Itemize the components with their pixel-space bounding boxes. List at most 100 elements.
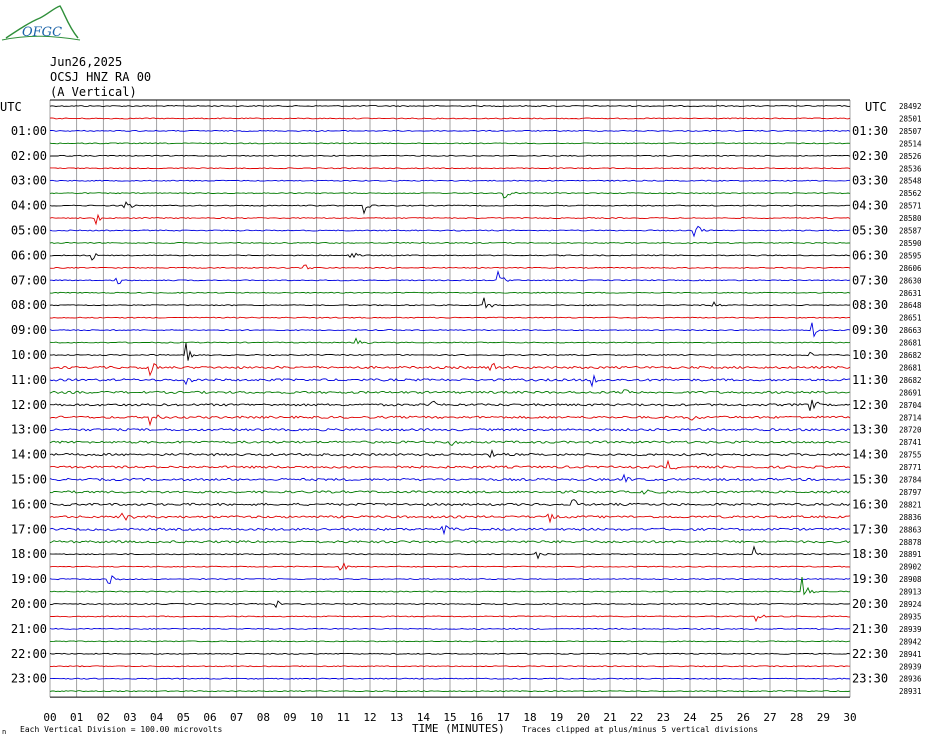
- left-hour-label: 17:00: [11, 522, 47, 536]
- trace-line: [49, 201, 850, 215]
- left-hour-label: 03:00: [11, 174, 47, 188]
- left-hour-label: 22:00: [11, 647, 47, 661]
- trace-line: [49, 577, 851, 596]
- rms-value: 28942: [899, 637, 922, 646]
- corner-mark: n: [2, 728, 7, 736]
- trace-line: [49, 213, 851, 226]
- x-tick-label: 18: [523, 711, 536, 724]
- rms-value: 28536: [899, 164, 922, 173]
- rms-value: 28663: [899, 326, 922, 335]
- x-axis-ticks: 00 01 02 03 04 05 06 07 08 09 10 11 12 13 14 15 16 17 18 19…: [43, 711, 856, 724]
- rms-value: 28548: [899, 177, 922, 186]
- left-hour-label: 08:00: [11, 298, 47, 312]
- x-tick-label: 27: [763, 711, 776, 724]
- right-hour-label: 11:30: [852, 373, 888, 387]
- right-hour-label: 13:30: [852, 423, 888, 437]
- rms-value: 28902: [899, 563, 922, 572]
- right-hour-label: 15:30: [852, 473, 888, 487]
- right-hour-label: 01:30: [852, 124, 888, 138]
- right-hour-label: 03:30: [852, 174, 888, 188]
- x-tick-label: 30: [843, 711, 856, 724]
- rms-value: 28648: [899, 301, 922, 310]
- left-hour-label: 07:00: [11, 273, 47, 287]
- x-tick-label: 16: [470, 711, 483, 724]
- trace-line: [49, 362, 851, 377]
- left-hour-label: 18:00: [11, 547, 47, 561]
- component-label: (A Vertical): [50, 85, 137, 99]
- rms-value: 28595: [899, 251, 922, 260]
- right-hour-label: 21:30: [852, 622, 888, 636]
- x-tick-label: 28: [790, 711, 803, 724]
- rms-value: 28935: [899, 612, 922, 621]
- right-hour-label: 10:30: [852, 348, 888, 362]
- right-hour-label: 09:30: [852, 323, 888, 337]
- left-hour-label: 20:00: [11, 597, 47, 611]
- trace-line: [49, 575, 851, 585]
- trace-line: [49, 449, 851, 459]
- trace-line: [49, 252, 851, 261]
- trace-line: [49, 690, 851, 693]
- x-tick-label: 14: [417, 711, 431, 724]
- utc-left-label: UTC: [0, 100, 22, 114]
- left-hour-label: 02:00: [11, 149, 47, 163]
- rms-value: 28590: [899, 239, 922, 248]
- x-tick-label: 04: [150, 711, 164, 724]
- rms-value: 28878: [899, 538, 922, 547]
- rms-value: 28691: [899, 388, 922, 397]
- x-tick-label: 03: [123, 711, 136, 724]
- seismic-traces: [49, 105, 851, 693]
- trace-line: [49, 440, 851, 446]
- x-tick-label: 08: [257, 711, 270, 724]
- x-tick-label: 02: [97, 711, 110, 724]
- left-hour-label: 15:00: [11, 473, 47, 487]
- rms-value: 28863: [899, 525, 922, 534]
- trace-line: [49, 652, 851, 655]
- right-hour-label: 17:30: [852, 522, 888, 536]
- rms-value: 28797: [899, 488, 922, 497]
- rms-value: 28606: [899, 264, 922, 273]
- trace-line: [49, 627, 851, 630]
- trace-line: [49, 154, 851, 157]
- x-tick-label: 13: [390, 711, 403, 724]
- trace-line: [49, 614, 850, 623]
- trace-line: [49, 512, 851, 524]
- x-tick-label: 29: [817, 711, 830, 724]
- right-hour-label: 14:30: [852, 448, 888, 462]
- trace-line: [49, 343, 851, 361]
- right-hour-label: 23:30: [852, 672, 888, 686]
- right-hour-label: 18:30: [852, 547, 888, 561]
- x-tick-label: 12: [363, 711, 376, 724]
- rms-value: 28587: [899, 227, 922, 236]
- rms-value: 28501: [899, 114, 922, 123]
- rms-value: 28720: [899, 426, 922, 435]
- trace-line: [49, 322, 851, 338]
- x-axis-title: TIME (MINUTES): [412, 722, 505, 735]
- clip-note: Traces clipped at plus/minus 5 vertical …: [522, 725, 759, 734]
- x-tick-label: 20: [577, 711, 590, 724]
- left-hour-label: 01:00: [11, 124, 47, 138]
- trace-line: [49, 129, 851, 132]
- trace-line: [49, 291, 851, 294]
- trace-line: [49, 105, 851, 107]
- trace-line: [49, 640, 851, 643]
- right-hour-label: 07:30: [852, 273, 888, 287]
- x-tick-label: 15: [443, 711, 456, 724]
- right-hour-label: 05:30: [852, 224, 888, 238]
- rms-value: 28492: [899, 102, 922, 111]
- left-hour-label: 05:00: [11, 224, 47, 238]
- rms-value: 28939: [899, 662, 922, 671]
- trace-line: [49, 473, 851, 483]
- trace-line: [49, 562, 851, 571]
- rms-value: 28771: [899, 463, 922, 472]
- trace-line: [49, 524, 851, 536]
- rms-value: 28755: [899, 451, 922, 460]
- x-tick-label: 26: [737, 711, 750, 724]
- x-tick-label: 06: [203, 711, 216, 724]
- rms-value: 28562: [899, 189, 922, 198]
- rms-value: 28931: [899, 687, 922, 696]
- rms-value: 28941: [899, 650, 922, 659]
- scale-note: Each Vertical Division = 100.00 microvol…: [20, 725, 223, 734]
- rms-value: 28913: [899, 588, 922, 597]
- rms-value: 28836: [899, 513, 922, 522]
